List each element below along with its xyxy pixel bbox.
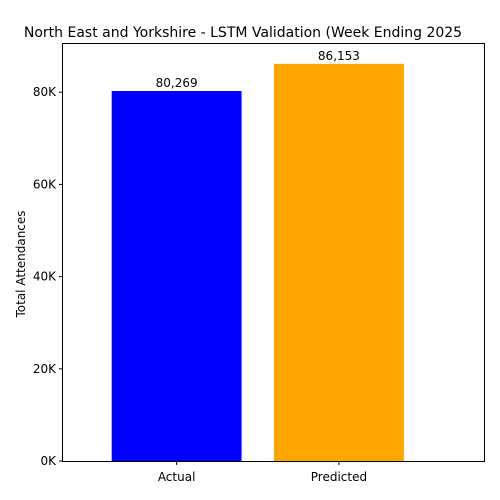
y-axis: 0K 20K 40K 60K 80K — [33, 85, 63, 468]
bars-layer — [111, 63, 404, 462]
plot-frame — [62, 43, 485, 462]
y-tick-label: 80K — [33, 85, 57, 99]
y-tick-label: 0K — [40, 454, 57, 468]
value-label: 80,269 — [156, 76, 198, 90]
y-tick-label: 40K — [33, 270, 57, 284]
x-tick-label: Actual — [158, 470, 196, 484]
value-label: 86,153 — [318, 49, 360, 63]
bar-actual — [111, 90, 242, 462]
x-axis: Actual Predicted — [158, 461, 367, 484]
x-tick-label: Predicted — [311, 470, 367, 484]
bar-predicted — [274, 63, 404, 462]
value-labels-layer: 80,269 86,153 — [156, 49, 360, 90]
chart-title: North East and Yorkshire - LSTM Validati… — [24, 25, 462, 41]
y-tick-label: 60K — [33, 177, 57, 191]
y-axis-label: Total Attendances — [14, 210, 28, 318]
y-tick-label: 20K — [33, 362, 57, 376]
